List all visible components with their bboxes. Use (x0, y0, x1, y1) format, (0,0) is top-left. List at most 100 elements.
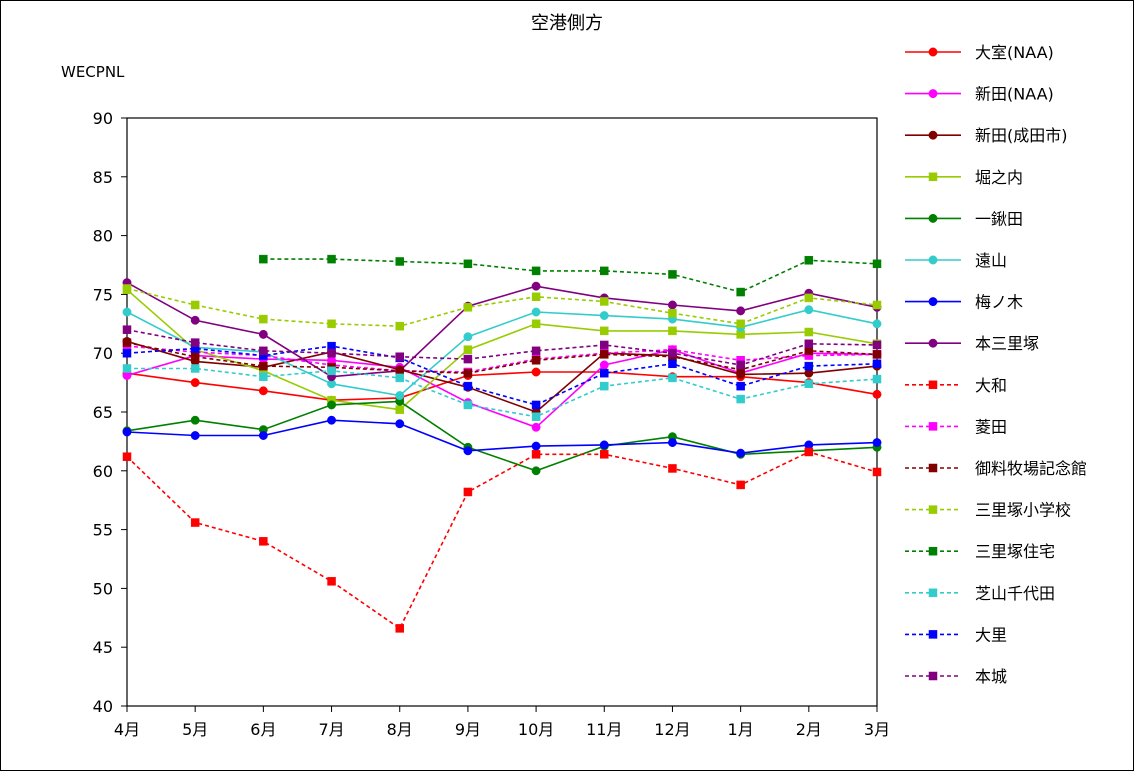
series-line (126, 341, 878, 375)
data-point (668, 464, 677, 473)
series-9 (122, 447, 882, 633)
data-point (668, 373, 677, 383)
data-point (463, 303, 473, 312)
data-point (872, 389, 882, 399)
legend-marker (928, 463, 938, 473)
legend-label: 新田(NAA) (975, 85, 1054, 104)
data-point (395, 366, 404, 376)
data-point (804, 256, 814, 265)
data-point (463, 381, 473, 391)
data-point (327, 341, 336, 351)
series-line (126, 345, 878, 406)
y-tick-label: 85 (93, 168, 113, 187)
data-point (395, 321, 404, 331)
legend-marker (928, 380, 938, 390)
chart-title: 空港側方 (531, 13, 603, 34)
legend-marker (928, 505, 938, 514)
legend-label: 本城 (975, 667, 1007, 686)
series-line (126, 348, 878, 429)
data-point (531, 307, 541, 317)
data-point (395, 391, 405, 400)
data-point (872, 359, 882, 369)
data-point (531, 281, 541, 291)
data-point (258, 329, 268, 339)
data-point (463, 332, 473, 342)
data-point (531, 266, 541, 276)
data-point (600, 450, 609, 459)
y-tick-label: 75 (93, 285, 113, 304)
legend-label: 芝山千代田 (975, 584, 1055, 603)
legend-item: 菱田 (905, 417, 1007, 436)
data-point (463, 400, 473, 410)
data-point (668, 438, 677, 448)
data-point (600, 340, 609, 350)
data-point (872, 259, 882, 269)
data-point (668, 359, 677, 369)
axes: 40 45 50 55 60 65 70 75 80 85 90 4月 5月 6月 7月 8月 9月 10月 11月… (93, 109, 890, 739)
data-point (872, 319, 882, 329)
y-tick-label: 70 (93, 344, 113, 363)
data-point (327, 366, 336, 376)
series-line (126, 289, 878, 411)
series-14 (122, 364, 882, 421)
data-point (600, 297, 609, 306)
data-point (736, 319, 745, 329)
data-point (327, 348, 336, 358)
x-tick-label: 1月 (728, 720, 754, 739)
legend-label: 遠山 (975, 251, 1007, 270)
series-line (126, 281, 878, 378)
data-point (668, 348, 677, 358)
data-point (463, 345, 473, 354)
data-point (736, 448, 746, 458)
series-line (126, 419, 878, 455)
legend-marker (928, 630, 938, 639)
legend-marker (928, 47, 938, 57)
series-line (127, 367, 878, 418)
data-point (872, 300, 882, 310)
legend-marker (928, 89, 938, 99)
data-point (122, 307, 132, 317)
legend-label: 大和 (975, 376, 1007, 395)
y-tick-label: 60 (93, 462, 113, 481)
data-point (531, 400, 541, 410)
data-point (395, 624, 404, 633)
data-point (463, 259, 473, 269)
data-point (804, 339, 814, 349)
series-line (126, 308, 878, 397)
data-point (668, 270, 677, 279)
legend-marker (928, 130, 938, 140)
legend: 大室(NAA) 新田(NAA) 新田(成田市) 堀之内一鍬田遠山梅ノ木本三里塚大和菱田… (905, 43, 1087, 686)
data-point (736, 287, 745, 297)
legend-item: 本三里塚 (905, 334, 1039, 353)
legend-marker (928, 213, 938, 223)
x-tick-label: 7月 (318, 720, 344, 739)
y-axis-label: WECPNL (61, 63, 125, 81)
data-point (190, 338, 200, 347)
data-point (804, 346, 814, 356)
x-tick-label: 3月 (864, 720, 890, 739)
legend-marker (928, 546, 938, 556)
data-point (327, 400, 336, 410)
data-point (600, 381, 609, 391)
series-line (126, 451, 878, 630)
legend-label: 本三里塚 (975, 334, 1039, 353)
data-point (122, 348, 132, 358)
data-point (122, 284, 132, 293)
legend-marker (928, 297, 938, 307)
data-point (600, 368, 609, 378)
data-point (736, 381, 745, 391)
legend-label: 堀之内 (975, 168, 1023, 187)
data-point (599, 440, 609, 450)
x-tick-label: 5月 (182, 720, 208, 739)
data-point (395, 257, 404, 266)
data-point (122, 325, 132, 334)
data-point (668, 300, 677, 310)
legend-label: 御料牧場記念館 (975, 459, 1087, 478)
data-point (327, 577, 336, 586)
data-point (395, 373, 404, 383)
data-point (872, 438, 882, 448)
data-point (531, 422, 541, 432)
y-tick-label: 55 (93, 521, 113, 540)
